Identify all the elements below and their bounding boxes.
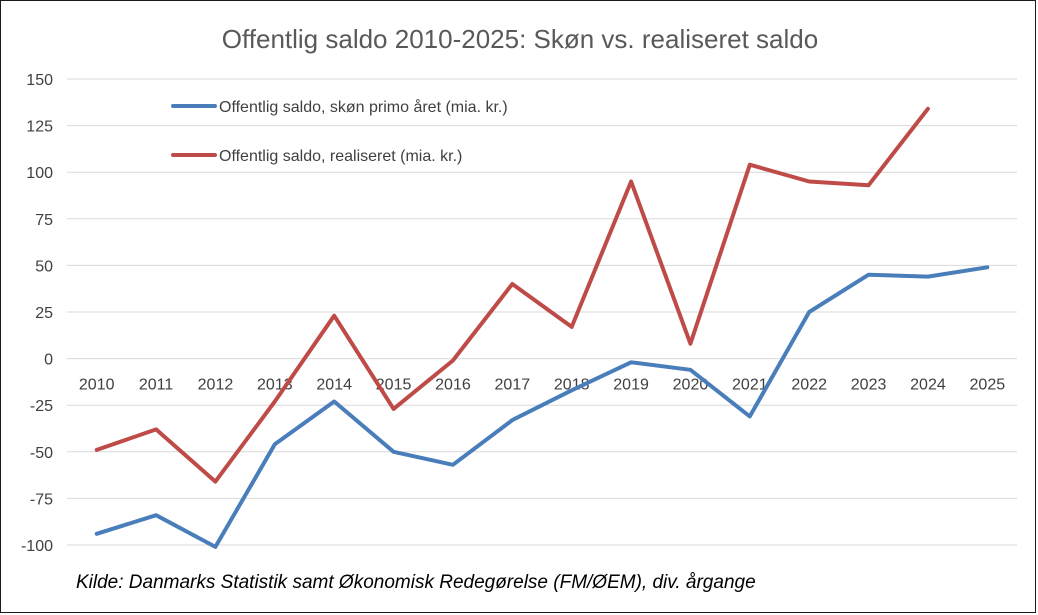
- series-line-1: [94, 265, 990, 549]
- y-tick-label: 75: [35, 212, 53, 229]
- x-tick-label: 2020: [673, 377, 709, 394]
- y-tick-label: 125: [26, 119, 53, 136]
- x-tick-label: 2017: [495, 377, 531, 394]
- gridlines: [67, 78, 1017, 546]
- y-tick-label: 150: [26, 72, 53, 89]
- x-tick-label: 2010: [79, 377, 115, 394]
- x-tick-label: 2012: [198, 377, 234, 394]
- legend-label: Offentlig saldo, skøn primo året (mia. k…: [219, 98, 508, 116]
- y-tick-label: 100: [26, 165, 53, 182]
- y-tick-label: 0: [44, 352, 53, 369]
- x-tick-label: 2022: [791, 377, 827, 394]
- source-note: Kilde: Danmarks Statistik samt Økonomisk…: [76, 572, 756, 593]
- x-tick-label: 2019: [613, 377, 649, 394]
- series-lines: [94, 106, 990, 549]
- y-axis-ticks: 150 125 100 75 50 25 0 -25 -50 -75 -100: [21, 72, 53, 555]
- legend-label: Offentlig saldo, realiseret (mia. kr.): [219, 148, 462, 165]
- x-tick-label: 2021: [732, 377, 768, 394]
- x-axis-ticks: 2010 2011 2012 2013 2014 2015 2016 2017 2018 2019…: [79, 377, 1005, 394]
- y-tick-label: -50: [30, 445, 53, 462]
- y-tick-label: -75: [30, 491, 53, 508]
- legend: Offentlig saldo, skøn primo året (mia. k…: [171, 98, 508, 165]
- y-tick-label: -25: [30, 398, 53, 415]
- y-tick-label: 25: [35, 305, 53, 322]
- x-tick-label: 2025: [970, 377, 1006, 394]
- x-tick-label: 2023: [851, 377, 887, 394]
- y-tick-label: -100: [21, 538, 53, 555]
- x-tick-label: 2024: [910, 377, 946, 394]
- y-tick-label: 50: [35, 258, 53, 275]
- x-tick-label: 2016: [435, 377, 471, 394]
- x-tick-label: 2015: [376, 377, 412, 394]
- x-tick-label: 2018: [554, 377, 590, 394]
- x-tick-label: 2011: [139, 377, 174, 394]
- series-line-2: [94, 106, 930, 484]
- chart-title: Offentlig saldo 2010-2025: Skøn vs. real…: [222, 24, 818, 54]
- x-tick-label: 2014: [316, 377, 352, 394]
